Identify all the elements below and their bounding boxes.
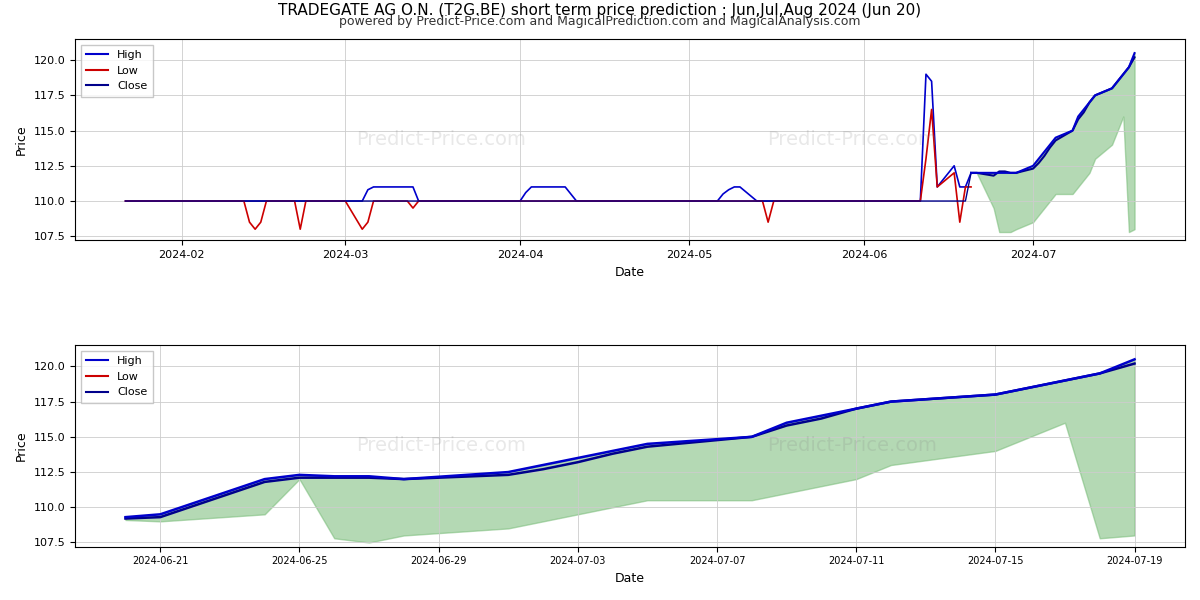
Text: TRADEGATE AG O.N. (T2G.BE) short term price prediction : Jun,Jul,Aug 2024 (Jun 2: TRADEGATE AG O.N. (T2G.BE) short term pr… (278, 3, 922, 18)
Legend: High, Low, Close: High, Low, Close (80, 351, 154, 403)
Text: Predict-Price.com: Predict-Price.com (767, 436, 937, 455)
Y-axis label: Price: Price (14, 431, 28, 461)
Legend: High, Low, Close: High, Low, Close (80, 44, 154, 97)
Text: powered by Predict-Price.com and MagicalPrediction.com and MagicalAnalysis.com: powered by Predict-Price.com and Magical… (340, 15, 860, 28)
Text: Predict-Price.com: Predict-Price.com (356, 130, 527, 149)
X-axis label: Date: Date (616, 266, 646, 279)
Y-axis label: Price: Price (14, 124, 28, 155)
Text: Predict-Price.com: Predict-Price.com (356, 436, 527, 455)
Text: Predict-Price.com: Predict-Price.com (767, 130, 937, 149)
X-axis label: Date: Date (616, 572, 646, 585)
